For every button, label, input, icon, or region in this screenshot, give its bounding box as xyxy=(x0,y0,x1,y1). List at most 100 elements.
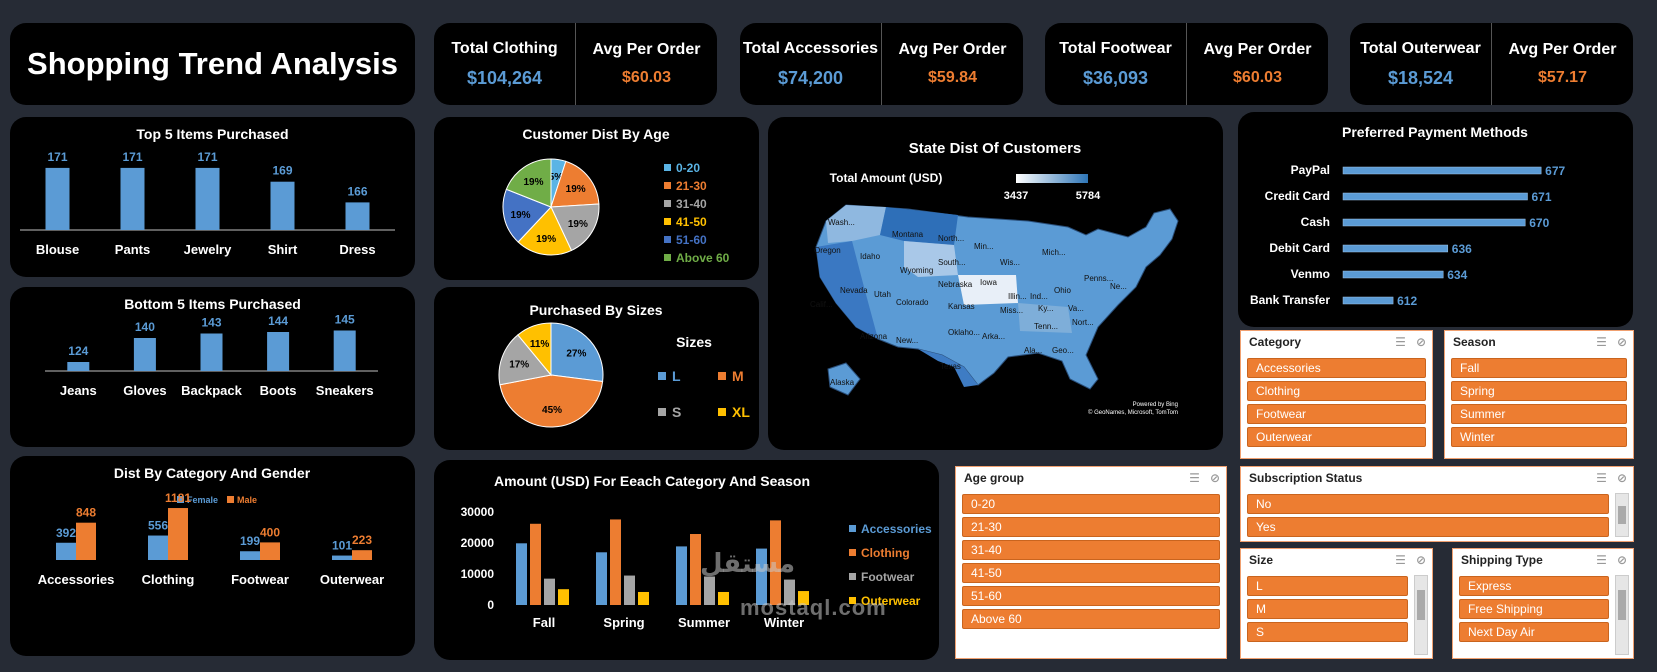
category-label: Accessories xyxy=(38,572,115,587)
slicer-category: Category ☰ ⊘ Accessories Clothing Footwear… xyxy=(1240,330,1433,459)
slice-label: 27% xyxy=(566,349,586,360)
kpi-avg-value: $60.03 xyxy=(622,69,671,86)
legend-swatch xyxy=(658,408,666,416)
legend-label: 51-60 xyxy=(676,233,707,247)
clear-filter-icon[interactable]: ⊘ xyxy=(1415,335,1426,349)
kpi-value: $36,093 xyxy=(1082,67,1149,88)
slicer-item[interactable]: 51-60 xyxy=(962,586,1220,606)
legend-swatch xyxy=(177,496,184,503)
slicer-item[interactable]: Free Shipping xyxy=(1459,599,1609,619)
slicer-title: Subscription Status xyxy=(1249,471,1363,485)
data-label: 171 xyxy=(47,150,67,164)
scrollbar[interactable] xyxy=(1615,493,1629,537)
us-states-shape xyxy=(815,204,1179,396)
chart-title: Dist By Category And Gender xyxy=(114,465,311,481)
category-label: Spring xyxy=(603,615,644,630)
data-label: 670 xyxy=(1529,216,1549,230)
slice-label: 17% xyxy=(509,360,529,371)
bar xyxy=(596,552,607,605)
data-label: 392 xyxy=(56,526,76,540)
slice-label: 19% xyxy=(523,177,543,188)
slicer-item[interactable]: Outerwear xyxy=(1247,427,1426,447)
pie-slice xyxy=(499,374,604,428)
slicer-item[interactable]: Express xyxy=(1459,576,1609,596)
category-label: Summer xyxy=(678,615,730,630)
category-label: Boots xyxy=(260,383,297,398)
slicer-item[interactable]: Above 60 xyxy=(962,609,1220,629)
clear-filter-icon[interactable]: ⊘ xyxy=(1415,553,1426,567)
pie-slice xyxy=(550,160,600,208)
kpi-avg-value: $59.84 xyxy=(928,69,977,86)
kpi-value: $104,264 xyxy=(466,67,543,88)
multi-select-icon[interactable]: ☰ xyxy=(1395,553,1406,567)
data-label: 677 xyxy=(1545,164,1565,178)
clear-filter-icon[interactable]: ⊘ xyxy=(1616,471,1627,485)
legend-swatch xyxy=(849,549,856,556)
kpi-outerwear: Total Outerwear $18,524 Avg Per Order $57.… xyxy=(1350,23,1633,105)
bar xyxy=(332,555,352,560)
slicer-item[interactable]: Yes xyxy=(1247,517,1609,537)
data-label: 636 xyxy=(1452,242,1472,256)
multi-select-icon[interactable]: ☰ xyxy=(1596,335,1607,349)
slicer-item[interactable]: 31-40 xyxy=(962,540,1220,560)
legend-label: L xyxy=(672,368,681,384)
kpi-avg-label: Avg Per Order xyxy=(592,41,701,58)
legend-label: Outerwear xyxy=(861,594,921,608)
pie-slice xyxy=(550,203,600,252)
slicer-item[interactable]: Winter xyxy=(1451,427,1627,447)
bar xyxy=(638,591,649,605)
legend-swatch xyxy=(658,372,666,380)
slicer-item[interactable]: 0-20 xyxy=(962,494,1220,514)
bar xyxy=(516,543,527,605)
category-label: Outerwear xyxy=(320,572,384,587)
slicer-item[interactable]: 41-50 xyxy=(962,563,1220,583)
slicer-item[interactable]: Next Day Air xyxy=(1459,622,1609,642)
multi-select-icon[interactable]: ☰ xyxy=(1596,471,1607,485)
slicer-item[interactable]: Spring xyxy=(1451,381,1627,401)
clear-filter-icon[interactable]: ⊘ xyxy=(1616,553,1627,567)
slicer-item[interactable]: Fall xyxy=(1451,358,1627,378)
slicer-item[interactable]: No xyxy=(1247,494,1609,514)
kpi-avg-value: $57.17 xyxy=(1538,69,1587,86)
data-label: 169 xyxy=(272,164,292,178)
legend-label: Footwear xyxy=(861,570,915,584)
multi-select-icon[interactable]: ☰ xyxy=(1596,553,1607,567)
clear-filter-icon[interactable]: ⊘ xyxy=(1616,335,1627,349)
kpi-clothing: Total Clothing $104,264 Avg Per Order $60.… xyxy=(434,23,717,105)
slice-label: 19% xyxy=(511,210,531,221)
map-legend-label: Total Amount (USD) xyxy=(830,171,943,185)
legend-swatch xyxy=(718,408,726,416)
clear-filter-icon[interactable]: ⊘ xyxy=(1209,471,1220,485)
bar xyxy=(120,167,145,230)
slicer-item[interactable]: Summer xyxy=(1451,404,1627,424)
category-label: Backpack xyxy=(181,383,242,398)
slicer-item[interactable]: Clothing xyxy=(1247,381,1426,401)
slicer-item[interactable]: L xyxy=(1247,576,1408,596)
slicer-item[interactable]: S xyxy=(1247,622,1408,642)
slicer-title: Size xyxy=(1249,553,1274,567)
sizes-card: Purchased By Sizes 27% 45% 17% 11% Sizes L M S XL xyxy=(434,287,759,450)
multi-select-icon[interactable]: ☰ xyxy=(1189,471,1200,485)
scrollbar[interactable] xyxy=(1615,575,1629,655)
data-label: 143 xyxy=(201,316,221,330)
slicer-item[interactable]: Accessories xyxy=(1247,358,1426,378)
slicer-item[interactable]: M xyxy=(1247,599,1408,619)
legend-label: 31-40 xyxy=(676,197,707,211)
category-label: Cash xyxy=(1301,215,1330,229)
slicer-item[interactable]: 21-30 xyxy=(962,517,1220,537)
multi-select-icon[interactable]: ☰ xyxy=(1395,335,1406,349)
bar xyxy=(798,591,809,605)
slicer-item[interactable]: Footwear xyxy=(1247,404,1426,424)
map-title: State Dist Of Customers xyxy=(909,140,1082,157)
bar xyxy=(1342,166,1542,175)
category-label: Fall xyxy=(533,615,555,630)
bar xyxy=(624,575,635,605)
scrollbar[interactable] xyxy=(1414,575,1428,655)
chart-title: Preferred Payment Methods xyxy=(1342,124,1528,140)
legend-label: 41-50 xyxy=(676,215,707,229)
bar xyxy=(333,330,356,371)
slicer-shipping: Shipping Type ☰ ⊘ Express Free Shipping Ne… xyxy=(1452,548,1634,659)
bar xyxy=(544,578,555,605)
kpi-accessories: Total Accessories $74,200 Avg Per Order $5… xyxy=(740,23,1023,105)
chart-title: Amount (USD) For Eeach Category And Seas… xyxy=(494,473,810,489)
